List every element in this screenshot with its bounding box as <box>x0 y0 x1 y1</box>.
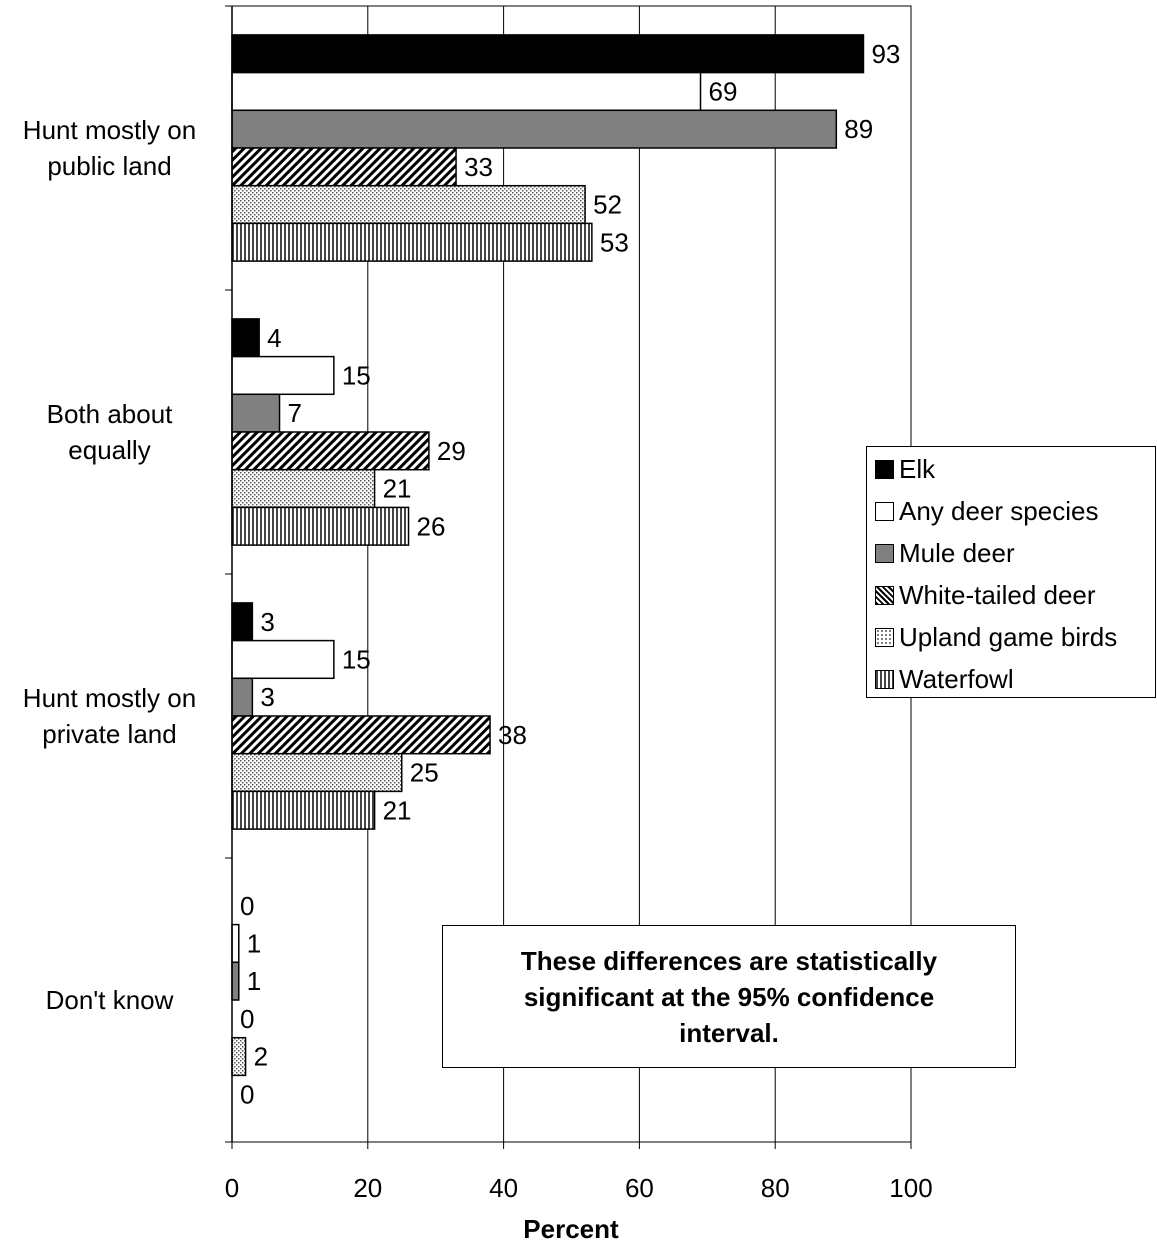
x-tick-label-40: 40 <box>489 1173 518 1203</box>
bar-elk-1 <box>231 318 260 358</box>
data-label-mule-deer-0: 89 <box>844 114 873 144</box>
data-label-upland-game-birds-1: 21 <box>383 474 412 504</box>
legend-swatch-upland <box>875 627 894 647</box>
legend-swatch-white-tailed <box>875 585 894 605</box>
bar-mule-deer-0 <box>231 109 838 149</box>
data-label-elk-3: 0 <box>240 891 254 921</box>
data-label-waterfowl-2: 21 <box>383 795 412 825</box>
legend-swatch-mule-deer <box>875 543 894 563</box>
category-label-both: Both about equally <box>46 399 173 465</box>
bar-white-tailed-deer-2 <box>231 715 491 755</box>
legend-swatch-elk <box>875 459 894 479</box>
data-label-white-tailed-deer-0: 33 <box>464 152 493 182</box>
legend-label-waterfowl: Waterfowl <box>899 663 1014 694</box>
data-label-waterfowl-1: 26 <box>417 511 446 541</box>
data-label-elk-0: 93 <box>871 39 900 69</box>
bar-upland-game-birds-0 <box>231 184 586 225</box>
data-label-elk-1: 4 <box>267 323 281 353</box>
bar-any-deer-species-1 <box>231 355 335 396</box>
x-tick-label-80: 80 <box>761 1173 790 1203</box>
data-label-upland-game-birds-0: 52 <box>593 190 622 220</box>
bar-elk-2 <box>231 602 254 642</box>
data-label-upland-game-birds-2: 25 <box>410 758 439 788</box>
data-label-waterfowl-3: 0 <box>240 1079 254 1109</box>
data-label-mule-deer-1: 7 <box>288 398 302 428</box>
x-axis-label: Percent <box>523 1214 619 1244</box>
bar-white-tailed-deer-0 <box>231 147 457 187</box>
data-label-white-tailed-deer-3: 0 <box>240 1004 254 1034</box>
legend-item-mule-deer: Mule deer <box>875 536 1015 570</box>
legend-item-white-tailed: White-tailed deer <box>875 578 1096 612</box>
bar-any-deer-species-0 <box>231 71 702 112</box>
data-label-any-deer-species-0: 69 <box>709 76 738 106</box>
bar-white-tailed-deer-1 <box>231 431 430 471</box>
bar-upland-game-birds-3 <box>231 1036 247 1077</box>
significance-note: These differences are statistically sign… <box>442 925 1016 1068</box>
x-tick-label-0: 0 <box>225 1173 239 1203</box>
legend-item-any-deer: Any deer species <box>875 494 1098 528</box>
legend-label-mule-deer: Mule deer <box>899 537 1015 568</box>
legend-label-elk: Elk <box>899 453 936 484</box>
bar-mule-deer-1 <box>231 393 281 433</box>
data-label-any-deer-species-3: 1 <box>247 928 261 958</box>
data-label-elk-2: 3 <box>260 607 274 637</box>
legend-label-upland: Upland game birds <box>899 621 1118 652</box>
bar-elk-0 <box>231 34 865 74</box>
bar-upland-game-birds-2 <box>231 752 403 793</box>
legend-swatch-waterfowl <box>875 669 894 689</box>
bar-waterfowl-2 <box>231 790 376 830</box>
bar-upland-game-birds-1 <box>231 468 376 509</box>
data-label-white-tailed-deer-1: 29 <box>437 436 466 466</box>
category-label-private: Hunt mostly on private land <box>22 683 197 749</box>
legend-swatch-any-deer <box>875 501 894 521</box>
data-label-any-deer-species-2: 15 <box>342 644 371 674</box>
bar-waterfowl-1 <box>231 506 410 546</box>
legend-item-waterfowl: Waterfowl <box>875 662 1014 696</box>
category-label-dont-know: Don't know <box>45 985 174 1015</box>
x-tick-label-20: 20 <box>353 1173 382 1203</box>
bar-mule-deer-2 <box>231 677 254 717</box>
bar-any-deer-species-2 <box>231 639 335 680</box>
data-label-mule-deer-2: 3 <box>260 682 274 712</box>
x-tick-label-60: 60 <box>625 1173 654 1203</box>
bar-mule-deer-3 <box>231 961 240 1001</box>
data-label-upland-game-birds-3: 2 <box>254 1042 268 1072</box>
x-tick-label-100: 100 <box>889 1173 932 1203</box>
bar-waterfowl-0 <box>231 222 593 262</box>
legend-item-elk: Elk <box>875 452 935 486</box>
legend-item-upland: Upland game birds <box>875 620 1117 654</box>
category-label-public: Hunt mostly on public land <box>22 115 197 181</box>
chart-legend: Elk Any deer species Mule deer White-tai… <box>866 446 1156 698</box>
bar-any-deer-species-3 <box>231 923 240 964</box>
data-label-any-deer-species-1: 15 <box>342 360 371 390</box>
legend-label-any-deer: Any deer species <box>899 495 1099 526</box>
legend-label-white-tailed: White-tailed deer <box>899 579 1096 610</box>
data-label-mule-deer-3: 1 <box>247 966 261 996</box>
data-label-waterfowl-0: 53 <box>600 227 629 257</box>
data-label-white-tailed-deer-2: 38 <box>498 720 527 750</box>
